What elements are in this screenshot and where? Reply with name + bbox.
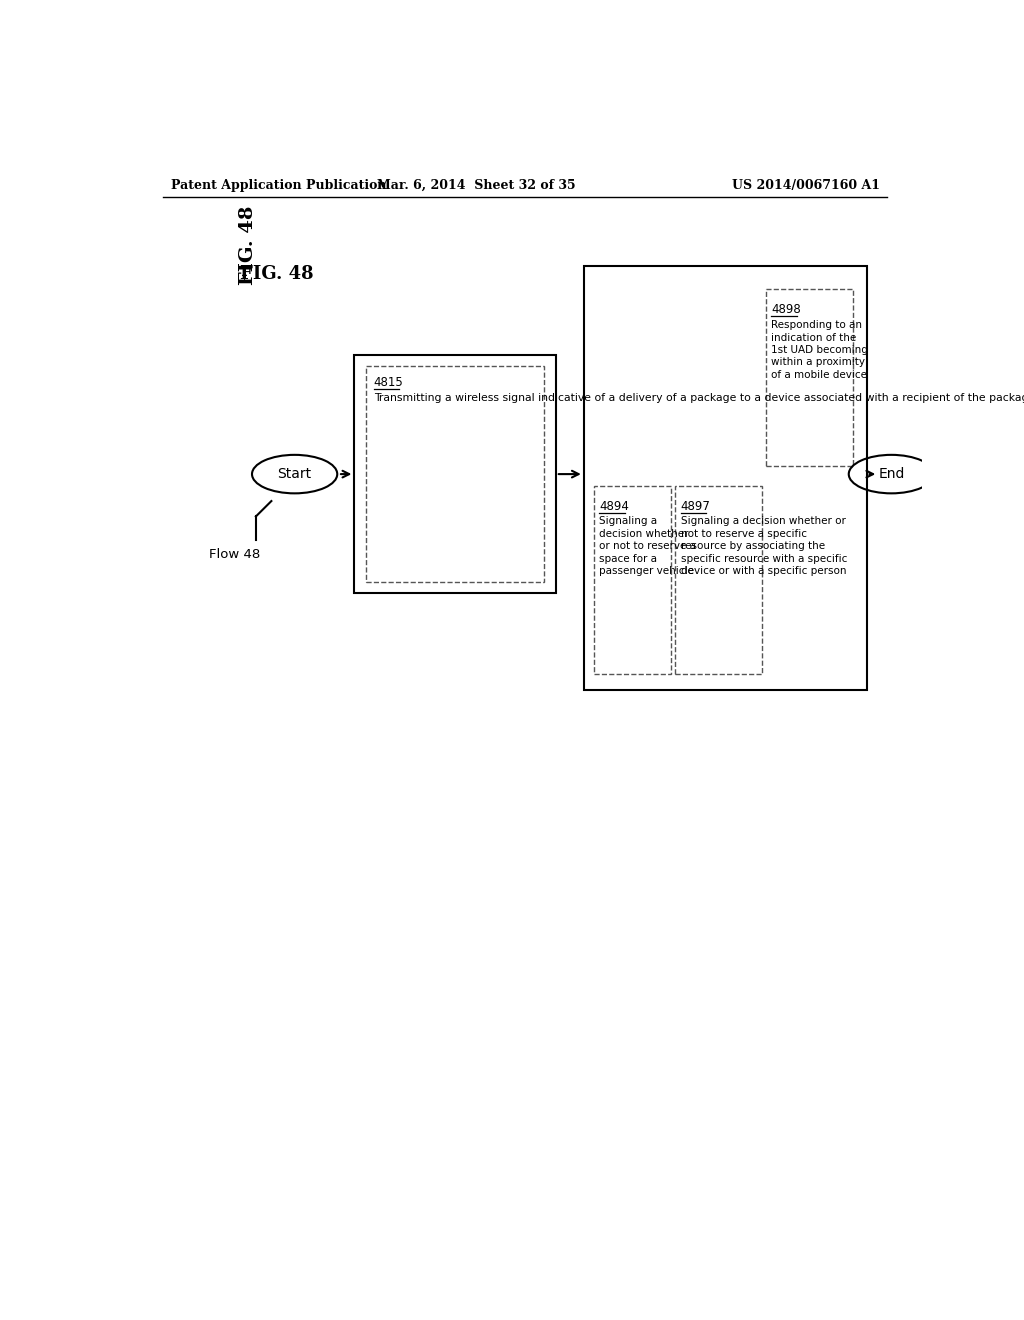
- Text: Mar. 6, 2014  Sheet 32 of 35: Mar. 6, 2014 Sheet 32 of 35: [378, 178, 577, 191]
- Bar: [675, 486, 762, 675]
- Text: Patent Application Publication: Patent Application Publication: [171, 178, 386, 191]
- Text: 4815: 4815: [374, 376, 403, 389]
- Text: FIG. 48: FIG. 48: [241, 265, 314, 282]
- Text: US 2014/0067160 A1: US 2014/0067160 A1: [732, 178, 880, 191]
- Bar: [354, 355, 556, 594]
- Bar: [766, 289, 853, 466]
- Text: End: End: [879, 467, 904, 480]
- Text: Flow 48: Flow 48: [209, 548, 261, 561]
- Text: 4894: 4894: [599, 499, 629, 512]
- Bar: [594, 486, 672, 675]
- Text: FIG. 48: FIG. 48: [240, 206, 257, 285]
- Bar: [366, 367, 544, 582]
- Text: Start: Start: [278, 467, 311, 480]
- Bar: [584, 267, 866, 689]
- Text: 4897: 4897: [681, 499, 711, 512]
- Text: Signaling a
decision whether
or not to reserve a
space for a
passenger vehicle: Signaling a decision whether or not to r…: [599, 516, 696, 576]
- Text: Signaling a decision whether or
not to reserve a specific
resource by associatin: Signaling a decision whether or not to r…: [681, 516, 847, 576]
- Text: 4898: 4898: [771, 304, 801, 317]
- Text: Responding to an
indication of the
1st UAD becoming
within a proximity
of a mobi: Responding to an indication of the 1st U…: [771, 321, 868, 380]
- Text: Transmitting a wireless signal indicative of a delivery of a package to a device: Transmitting a wireless signal indicativ…: [374, 393, 1024, 403]
